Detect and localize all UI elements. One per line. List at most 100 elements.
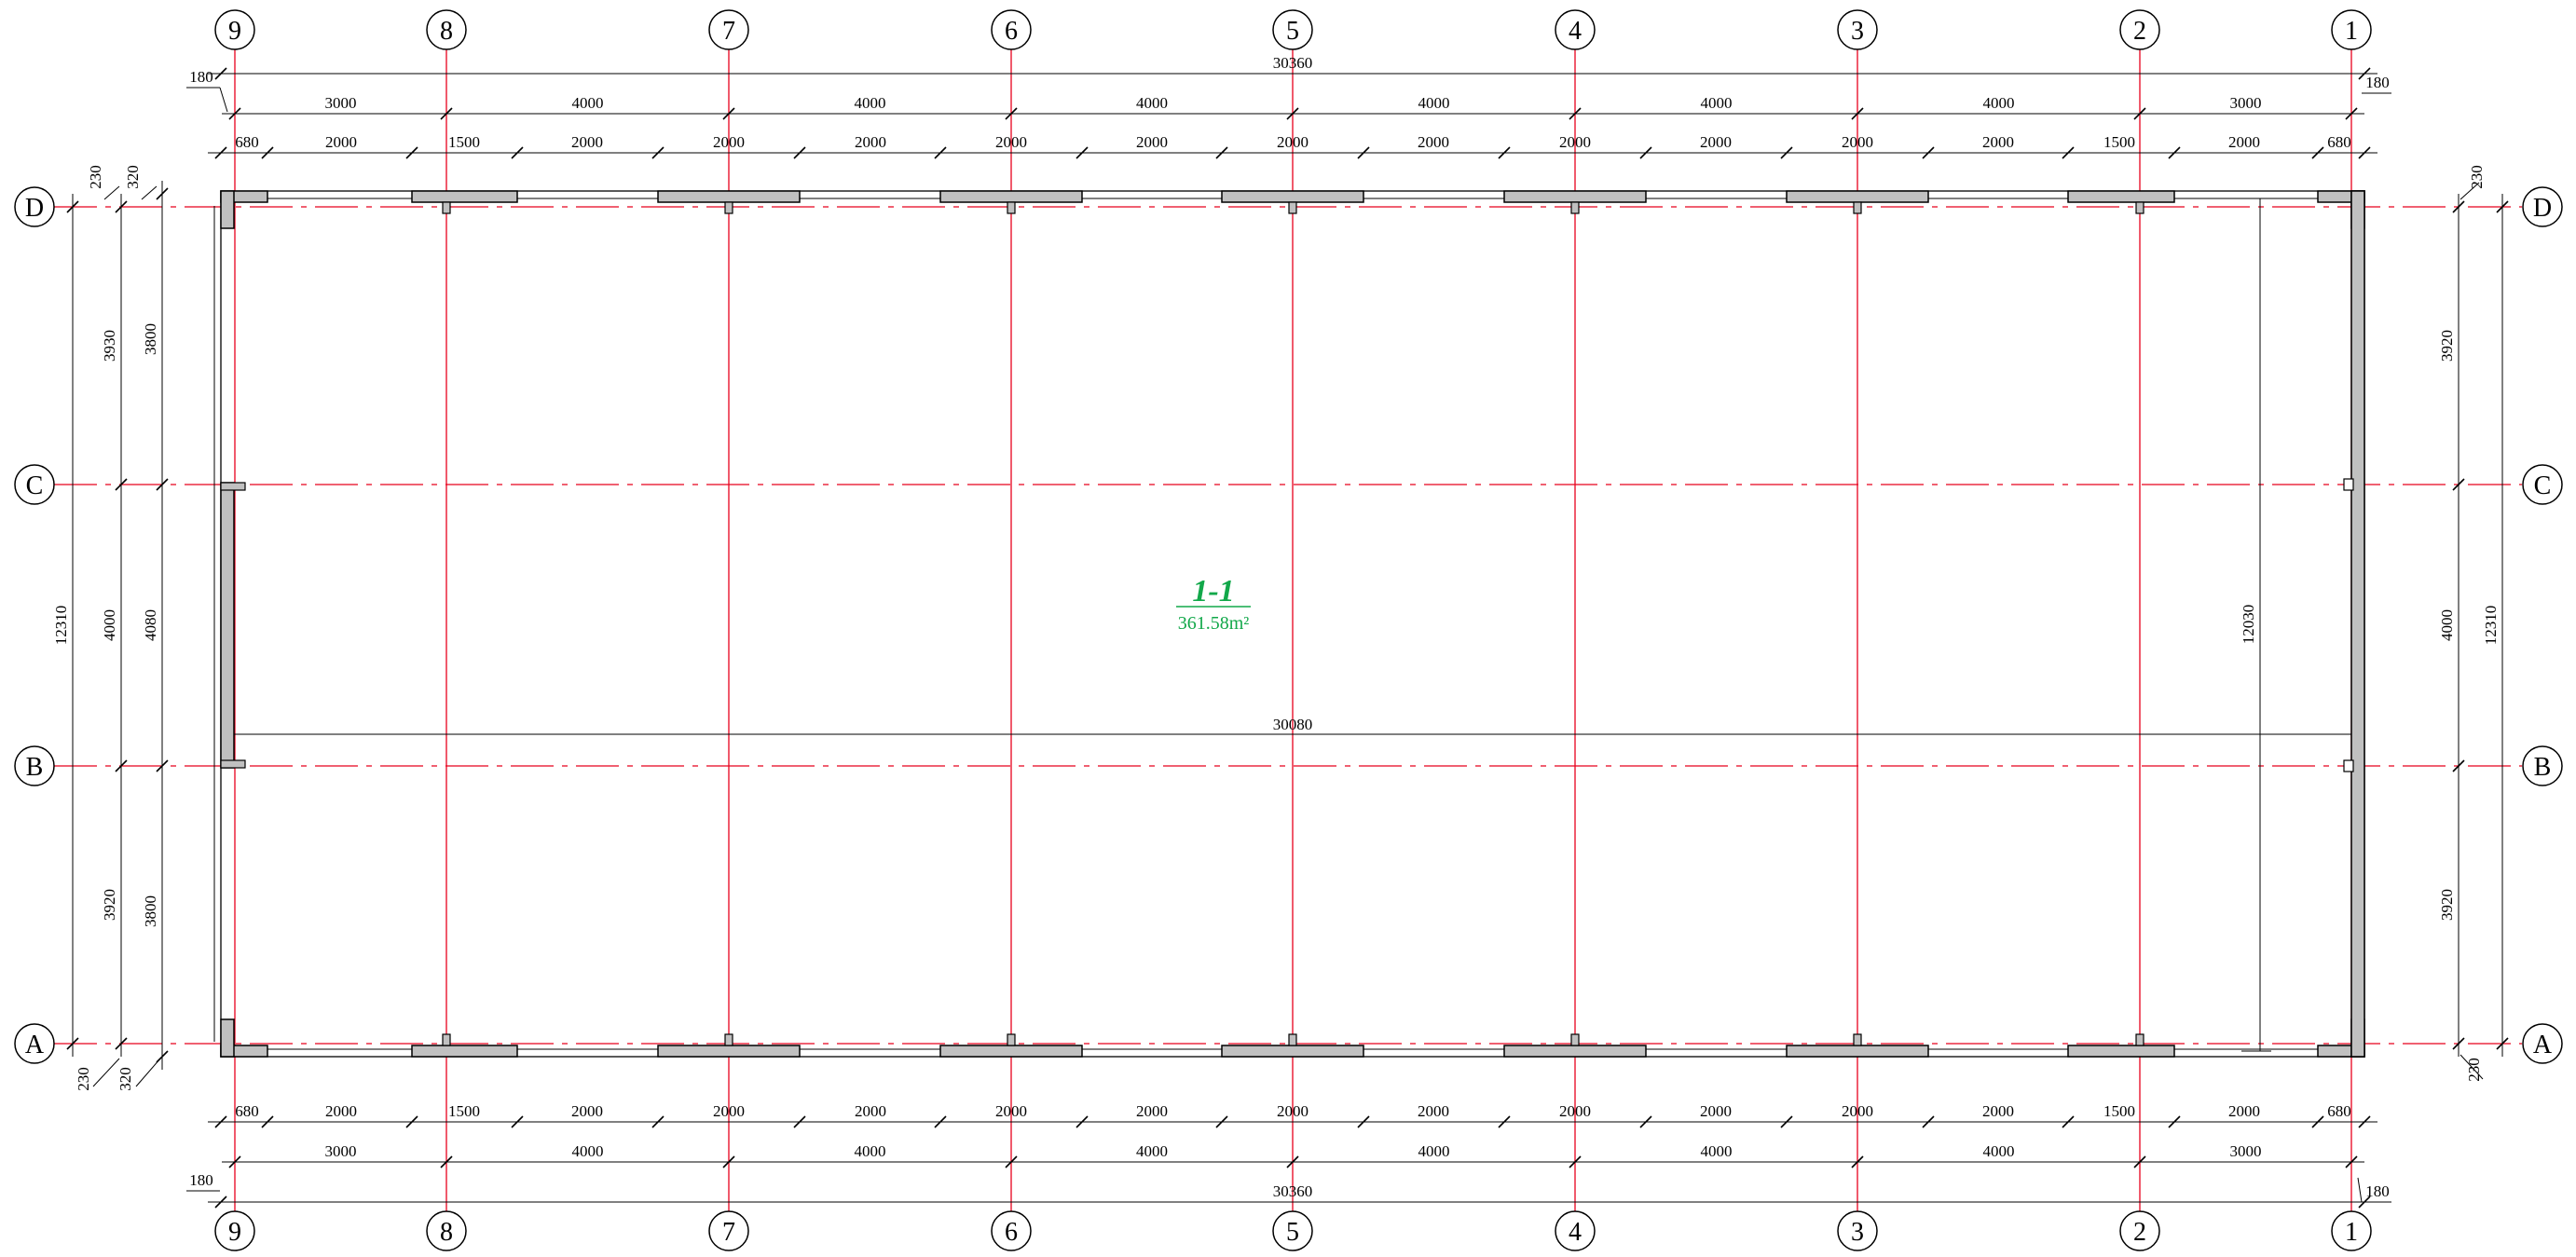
grid-bubble-label: 7	[722, 17, 735, 46]
grid-bubble-B	[2522, 745, 2563, 786]
dimension-text: 2000	[1136, 1102, 1168, 1120]
dimension-text: 1500	[2103, 1102, 2135, 1120]
dimension-text: 2000	[855, 1102, 886, 1120]
dimension-tick	[2062, 1115, 2075, 1128]
wall-pier	[939, 1045, 1083, 1058]
dimension-text: 2000	[713, 133, 745, 151]
dimension-tick	[214, 146, 227, 159]
offset-leader	[2357, 1177, 2363, 1203]
dimension-tick	[511, 1115, 524, 1128]
offset-leader	[141, 185, 158, 200]
grid-bubble-label: A	[2533, 1031, 2553, 1059]
dimension-tick	[214, 67, 227, 80]
wall-pier	[1221, 190, 1364, 203]
column-stub	[1853, 1033, 1862, 1046]
dimension-text: 30360	[1273, 1182, 1313, 1200]
dimension-text: 4000	[101, 609, 118, 641]
dimension-text: 3000	[2230, 94, 2262, 112]
grid-bubble-6	[991, 9, 1032, 50]
dimension-tick	[1780, 146, 1793, 159]
dimension-text: 30080	[1273, 716, 1313, 733]
dimension-tick	[2358, 146, 2371, 159]
offset-leader	[2460, 182, 2480, 200]
grid-bubble-label: C	[2534, 471, 2552, 500]
dimension-tick	[228, 107, 241, 120]
dimension-text: 680	[235, 133, 259, 151]
column-stub	[2343, 759, 2354, 772]
dimension-text: 2000	[1136, 133, 1168, 151]
wall-pier	[939, 190, 1083, 203]
grid-bubble-label: 3	[1851, 17, 1864, 46]
dimension-tick	[115, 1037, 128, 1050]
grid-bubble-label: B	[26, 753, 44, 782]
grid-bubble-label: 8	[440, 17, 453, 46]
dimension-text: 2000	[1700, 1102, 1732, 1120]
dimension-tick	[2452, 759, 2465, 772]
dimension-text: 4000	[855, 94, 886, 112]
dimension-tick	[651, 146, 665, 159]
grid-bubble-2	[2119, 9, 2160, 50]
dimension-text: 30360	[1273, 54, 1313, 72]
side-wall-left	[220, 482, 235, 769]
dimension-text: 2000	[1982, 1102, 2014, 1120]
dimension-tick	[1851, 107, 1864, 120]
grid-bubble-4	[1555, 1210, 1596, 1251]
dimension-tick	[2345, 1155, 2358, 1168]
dimension-text: 4000	[1136, 1142, 1168, 1160]
grid-bubble-label: 6	[1005, 1218, 1018, 1247]
grid-bubble-3	[1837, 9, 1878, 50]
column-stub	[1007, 201, 1016, 214]
walls	[213, 190, 2365, 1058]
dimension-text: 4000	[1418, 94, 1450, 112]
grid-bubble-label: 3	[1851, 1218, 1864, 1247]
dimension-text: 2000	[995, 1102, 1027, 1120]
grid-bubble-label: 9	[228, 17, 241, 46]
corner-post	[220, 1018, 235, 1058]
grid-bubble-label: 7	[722, 1218, 735, 1247]
wall-pier	[657, 190, 801, 203]
dimension-text: 4080	[142, 609, 159, 641]
dimension-tick	[1076, 146, 1089, 159]
grid-bubble-label: D	[25, 194, 44, 223]
grid-bubble-label: C	[26, 471, 44, 500]
grid-bubble-label: D	[2533, 194, 2552, 223]
offset-leader	[135, 1058, 161, 1087]
dimension-text: 4000	[855, 1142, 886, 1160]
dimension-tick	[1498, 1115, 1511, 1128]
dimension-tick	[156, 478, 169, 491]
grid-bubble-2	[2119, 1210, 2160, 1251]
dimension-tick	[2496, 200, 2509, 213]
dimension-text: 2000	[1277, 133, 1309, 151]
dimension-text: 4000	[572, 94, 604, 112]
grid-bubble-5	[1272, 1210, 1313, 1251]
grid-bubble-label: 6	[1005, 17, 1018, 46]
room-label: 1-1 361.58m²	[1176, 574, 1251, 634]
grid-bubble-label: 2	[2133, 1218, 2146, 1247]
wall-pier	[1503, 190, 1647, 203]
dimension-tick	[2452, 1037, 2465, 1050]
dimension-tick	[511, 146, 524, 159]
dimension-tick	[115, 759, 128, 772]
grid-bubble-9	[214, 1210, 255, 1251]
dimension-text: 4000	[1701, 94, 1733, 112]
dimension-text: 3920	[2438, 889, 2456, 921]
dimension-tick	[1286, 107, 1299, 120]
grid-bubble-D	[14, 186, 55, 227]
grid-bubble-1	[2331, 9, 2372, 50]
column-stub	[2135, 201, 2144, 214]
dimension-tick	[1076, 1115, 1089, 1128]
dimension-tick	[1498, 146, 1511, 159]
dimension-text: 680	[235, 1102, 259, 1120]
grid-bubble-C	[14, 464, 55, 505]
wall-pier	[1503, 1045, 1647, 1058]
grid-bubble-label: 2	[2133, 17, 2146, 46]
dimension-tick	[2133, 107, 2146, 120]
dimension-tick	[651, 1115, 665, 1128]
column-stub	[1007, 1033, 1016, 1046]
dimension-tick	[934, 146, 947, 159]
grid-bubble-4	[1555, 9, 1596, 50]
dimension-tick	[1005, 107, 1018, 120]
grid-bubble-label: 4	[1569, 1218, 1582, 1247]
dimension-tick	[1851, 1155, 1864, 1168]
dimension-text: 180	[189, 1171, 213, 1189]
